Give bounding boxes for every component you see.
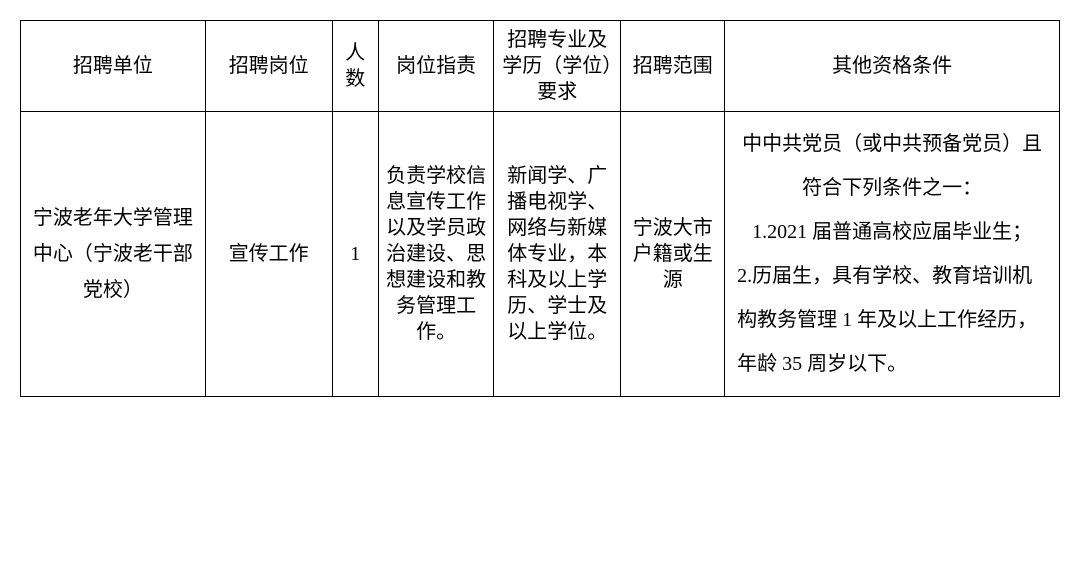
header-count: 人数: [332, 21, 378, 112]
header-qualification: 其他资格条件: [725, 21, 1060, 112]
header-position: 招聘岗位: [205, 21, 332, 112]
cell-major: 新闻学、广播电视学、网络与新媒体专业，本科及以上学历、学士及以上学位。: [494, 112, 621, 397]
header-unit: 招聘单位: [21, 21, 206, 112]
header-scope: 招聘范围: [621, 21, 725, 112]
qual-line-2: 1.2021 届普通高校应届毕业生；: [737, 210, 1047, 254]
recruitment-table-wrap: 招聘单位 招聘岗位 人数 岗位指责 招聘专业及学历（学位）要求 招聘范围 其他资…: [20, 20, 1060, 397]
table-row: 宁波老年大学管理中心（宁波老干部党校） 宣传工作 1 负责学校信息宣传工作以及学…: [21, 112, 1060, 397]
table-header-row: 招聘单位 招聘岗位 人数 岗位指责 招聘专业及学历（学位）要求 招聘范围 其他资…: [21, 21, 1060, 112]
qual-line-3: 2.历届生，具有学校、教育培训机构教务管理 1 年及以上工作经历，年龄 35 周…: [737, 254, 1047, 386]
cell-qualification: 中中共党员（或中共预备党员）且符合下列条件之一： 1.2021 届普通高校应届毕…: [725, 112, 1060, 397]
header-duty: 岗位指责: [378, 21, 493, 112]
cell-duty: 负责学校信息宣传工作以及学员政治建设、思想建设和教务管理工作。: [378, 112, 493, 397]
cell-scope: 宁波大市户籍或生源: [621, 112, 725, 397]
cell-unit: 宁波老年大学管理中心（宁波老干部党校）: [21, 112, 206, 397]
cell-count: 1: [332, 112, 378, 397]
recruitment-table: 招聘单位 招聘岗位 人数 岗位指责 招聘专业及学历（学位）要求 招聘范围 其他资…: [20, 20, 1060, 397]
header-major: 招聘专业及学历（学位）要求: [494, 21, 621, 112]
cell-position: 宣传工作: [205, 112, 332, 397]
qual-line-1: 中中共党员（或中共预备党员）且符合下列条件之一：: [737, 122, 1047, 210]
